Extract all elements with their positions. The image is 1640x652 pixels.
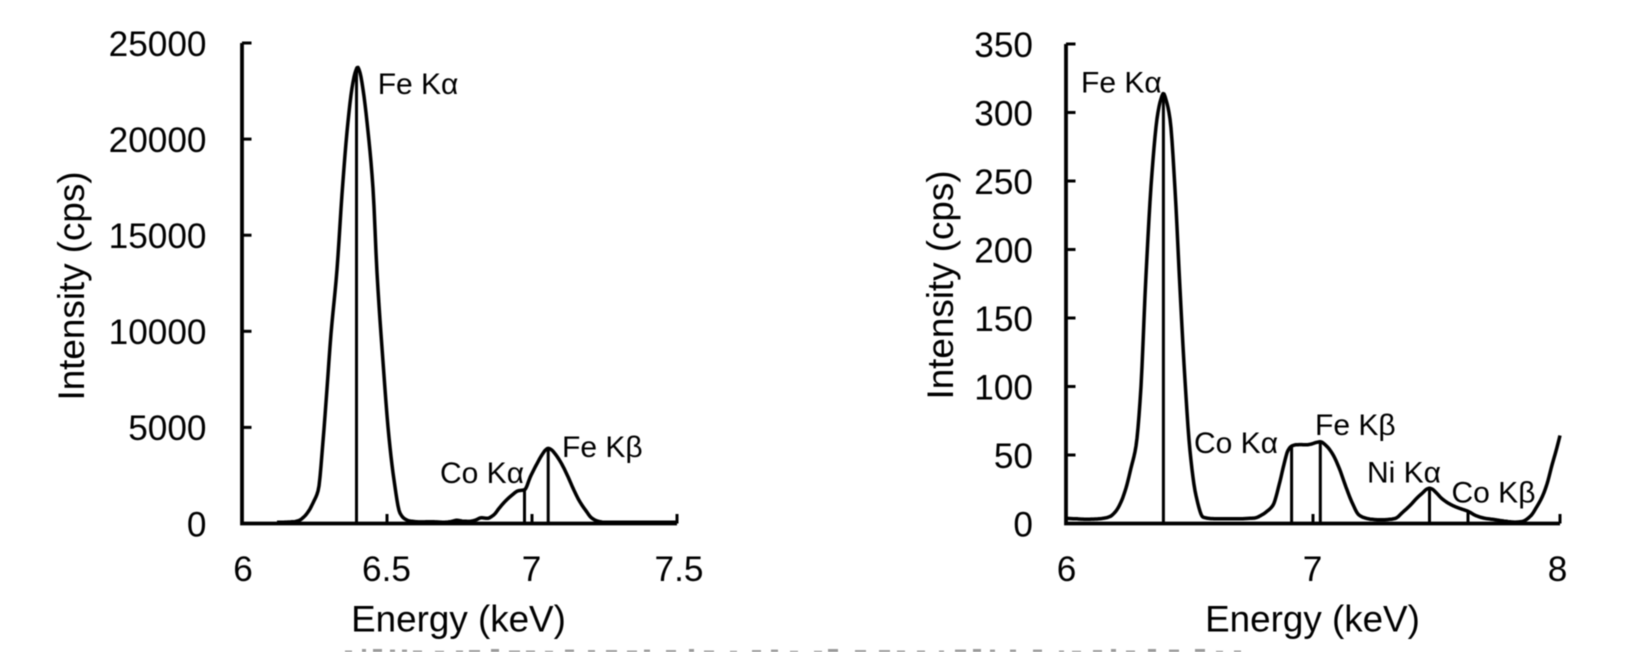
svg-text:100: 100	[974, 368, 1033, 407]
svg-text:200: 200	[974, 231, 1033, 270]
svg-text:6: 6	[233, 550, 253, 589]
svg-text:6: 6	[1057, 550, 1077, 589]
svg-text:Fe Kβ: Fe Kβ	[1315, 409, 1396, 442]
svg-text:Energy (keV): Energy (keV)	[351, 599, 566, 640]
svg-text:Co Kα: Co Kα	[1194, 427, 1278, 460]
svg-text:Co Kα: Co Kα	[440, 457, 524, 490]
svg-text:25000: 25000	[109, 25, 207, 64]
svg-text:10000: 10000	[109, 313, 207, 352]
svg-text:350: 350	[974, 26, 1033, 65]
svg-text:7.5: 7.5	[655, 550, 704, 589]
svg-text:Co Kβ: Co Kβ	[1452, 477, 1536, 510]
svg-text:Energy (keV): Energy (keV)	[1205, 599, 1420, 640]
svg-text:Intensity (cps): Intensity (cps)	[51, 171, 92, 400]
svg-text:Intensity (cps): Intensity (cps)	[920, 170, 961, 399]
svg-text:8: 8	[1548, 550, 1568, 589]
svg-text:7: 7	[1303, 550, 1323, 589]
svg-text:Fe Kα: Fe Kα	[1081, 67, 1162, 100]
svg-text:7: 7	[522, 550, 542, 589]
svg-text:0: 0	[187, 505, 207, 544]
svg-text:5000: 5000	[128, 409, 206, 448]
svg-text:20000: 20000	[109, 121, 207, 160]
svg-text:50: 50	[994, 437, 1033, 476]
svg-text:15000: 15000	[109, 217, 207, 256]
svg-text:300: 300	[974, 94, 1033, 133]
svg-text:250: 250	[974, 163, 1033, 202]
svg-text:6.5: 6.5	[362, 550, 411, 589]
svg-text:150: 150	[974, 300, 1033, 339]
svg-text:Fe Kβ: Fe Kβ	[562, 431, 643, 464]
svg-text:Ni Kα: Ni Kα	[1367, 457, 1441, 490]
svg-text:Fe Kα: Fe Kα	[378, 68, 459, 101]
svg-text:0: 0	[1013, 505, 1033, 544]
